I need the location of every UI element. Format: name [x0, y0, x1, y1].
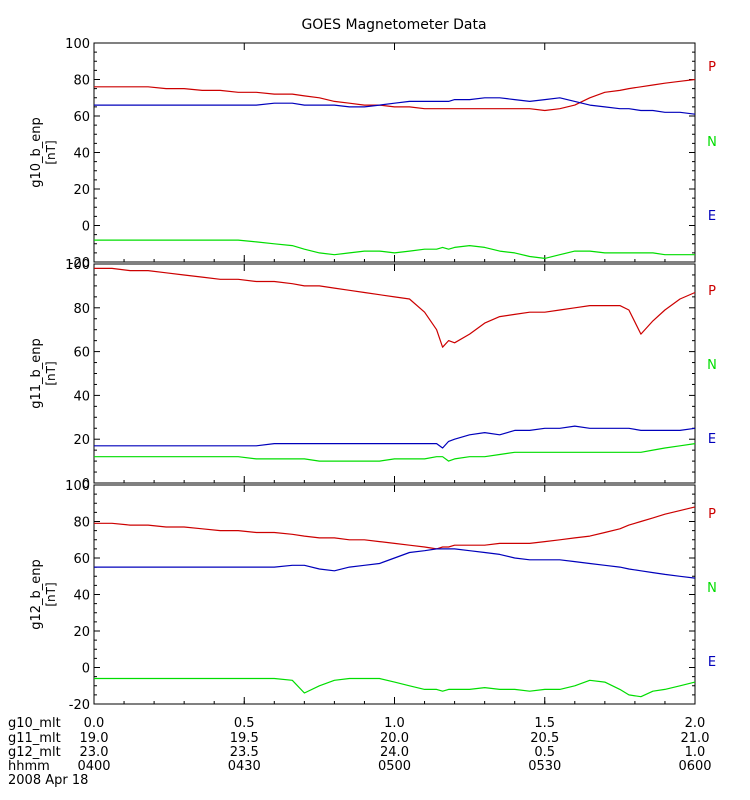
series-line-n — [94, 677, 696, 698]
y-tick-label: 0 — [82, 477, 90, 492]
series-line-n — [94, 239, 695, 259]
y-tick-label: -20 — [69, 698, 90, 713]
x-table-value: 0500 — [378, 759, 411, 774]
panel-1: -20 0 20 40 60 80 100 g10_b_enp [nT] P N E — [29, 37, 717, 271]
x-table-row-label: hhmm — [8, 759, 50, 774]
y-tick-label: 20 — [73, 433, 90, 448]
x-table-value: 23.0 — [80, 745, 109, 760]
x-table-value: 2.0 — [685, 716, 706, 731]
y-tick-label: 60 — [73, 110, 90, 125]
y-tick-label: 40 — [73, 589, 90, 604]
x-table-value: 0.0 — [84, 716, 105, 731]
y-tick-label: 60 — [73, 552, 90, 567]
y-tick-label: 20 — [73, 625, 90, 640]
y-tick-label: 0 — [82, 220, 90, 235]
y-axis-unit: [nT] — [44, 361, 58, 385]
x-table-value: 20.0 — [380, 731, 409, 746]
x-table-value: 19.0 — [80, 731, 109, 746]
x-table-value: 24.0 — [380, 745, 409, 760]
side-label-p: P — [708, 60, 716, 75]
x-table-value: 0.5 — [234, 716, 255, 731]
x-table-row-label: g12_mlt — [8, 745, 61, 760]
side-label-e: E — [708, 209, 716, 224]
x-table-row-label: g11_mlt — [8, 731, 61, 746]
panel-frame — [93, 484, 696, 705]
y-tick-label: 80 — [73, 516, 90, 531]
series-line-e — [94, 97, 696, 115]
y-tick-label: 0 — [82, 662, 90, 677]
x-table-value: 1.0 — [384, 716, 405, 731]
y-axis-label: g11_b_enp — [29, 338, 44, 409]
side-label-e: E — [708, 655, 716, 670]
side-label-n: N — [707, 358, 717, 373]
side-label-p: P — [708, 507, 716, 522]
side-label-n: N — [707, 581, 717, 596]
y-tick-label: 60 — [73, 346, 90, 361]
series-line-p — [94, 267, 696, 348]
y-tick-label: 40 — [73, 389, 90, 404]
series-line-e — [94, 548, 696, 579]
y-axis-label: g10_b_enp — [29, 117, 44, 188]
y-axis-unit: [nT] — [44, 140, 58, 164]
y-tick-label: 80 — [73, 74, 90, 89]
chart-title: GOES Magnetometer Data — [301, 17, 486, 33]
y-axis-label: g12_b_enp — [29, 559, 44, 630]
x-table-value: 0530 — [528, 759, 561, 774]
x-table-value: 0.5 — [534, 745, 555, 760]
x-table-value: 0430 — [228, 759, 261, 774]
x-table-value: 23.5 — [230, 745, 259, 760]
y-tick-label: -20 — [69, 256, 90, 271]
y-tick-label: 40 — [73, 147, 90, 162]
side-label-e: E — [708, 432, 716, 447]
series-line-p — [94, 506, 696, 550]
x-axis-table: g10_mlt 0.0 0.5 1.0 1.5 2.0 g11_mlt 19.0 19.5 20.… — [8, 716, 712, 788]
x-table-row-label: g10_mlt — [8, 716, 61, 731]
x-table-value: 1.0 — [685, 745, 706, 760]
series-line-p — [94, 78, 696, 112]
x-table-value: 21.0 — [681, 731, 710, 746]
y-tick-label: 100 — [65, 258, 90, 273]
x-table-value: 19.5 — [230, 731, 259, 746]
x-table-value: 0600 — [678, 759, 711, 774]
y-tick-label: 20 — [73, 183, 90, 198]
x-table-date: 2008 Apr 18 — [8, 773, 88, 788]
y-tick-label: 100 — [65, 37, 90, 52]
panel-2: 0 20 40 60 80 100 g11_b_enp [nT] P N E — [29, 258, 717, 492]
x-table-value: 0400 — [77, 759, 110, 774]
panel-frame — [93, 42, 696, 263]
y-tick-label: 80 — [73, 302, 90, 317]
series-line-n — [94, 443, 696, 462]
y-axis-unit: [nT] — [44, 582, 58, 606]
side-label-p: P — [708, 284, 716, 299]
side-label-n: N — [707, 135, 717, 150]
y-tick-label: 100 — [65, 479, 90, 494]
x-table-value: 1.5 — [534, 716, 555, 731]
x-table-value: 20.5 — [530, 731, 559, 746]
panel-3: -20 0 20 40 60 80 100 g12_b_enp [nT] P N E — [29, 479, 717, 713]
series-line-e — [94, 425, 696, 449]
